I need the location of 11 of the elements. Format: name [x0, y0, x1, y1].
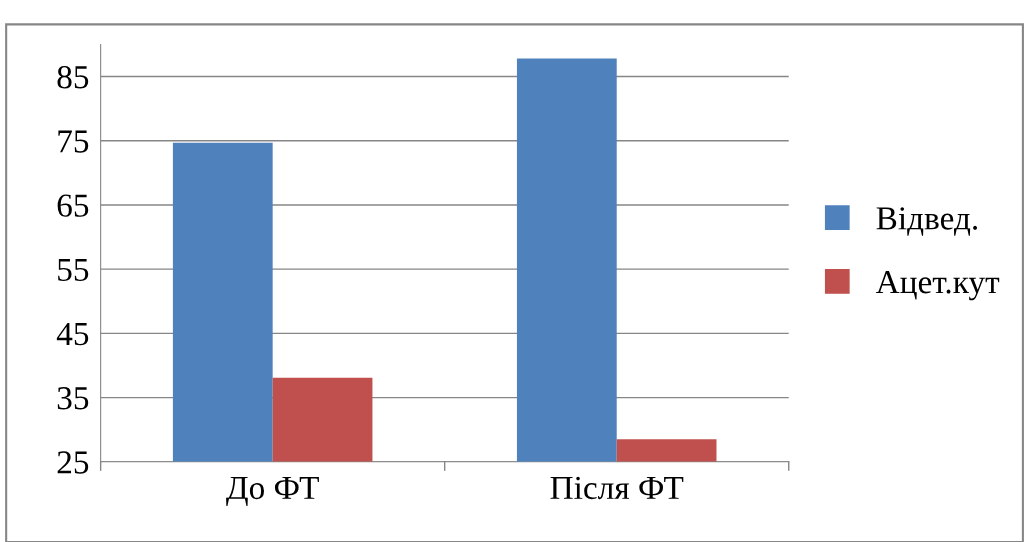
- y-tick-label: 85: [57, 65, 89, 89]
- legend-label: Ацет.кут: [875, 271, 1000, 301]
- y-tick-label: 25: [57, 451, 89, 474]
- y-tick-label: 75: [58, 130, 89, 153]
- y-tick-label: 45: [56, 322, 89, 346]
- y-tick-label: 65: [57, 194, 89, 217]
- x-tick-label: Після ФТ: [550, 476, 684, 500]
- legend-label: Відвед.: [876, 207, 978, 236]
- y-tick-label: 55: [58, 258, 89, 282]
- y-tick-label: 35: [57, 387, 89, 410]
- x-tick-label: До ФТ: [226, 476, 319, 506]
